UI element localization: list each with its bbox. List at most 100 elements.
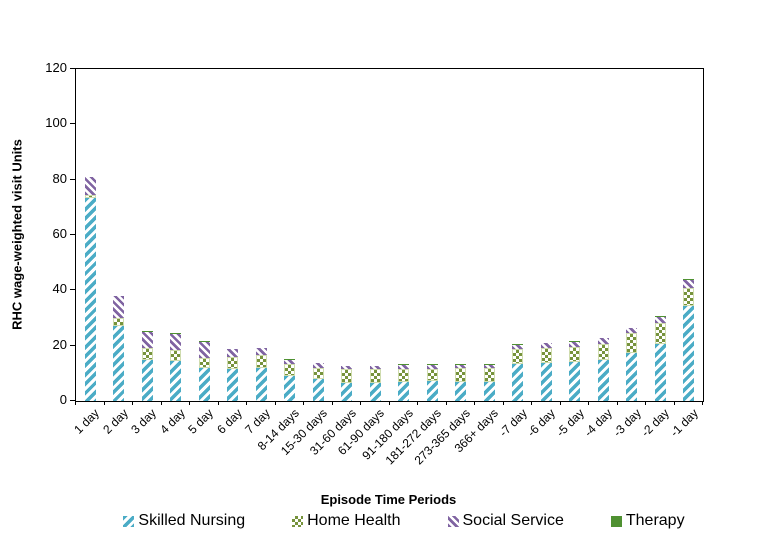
segment-therapy — [540, 342, 552, 344]
bar-181-272-days — [426, 364, 438, 401]
segment-social-service — [569, 341, 581, 348]
x-tick-mark — [474, 401, 475, 405]
segment-social-service — [426, 364, 438, 369]
segment-home-health — [455, 368, 467, 382]
segment-skilled-nursing — [113, 326, 125, 401]
y-axis-title: RHC wage-weighted visit Units — [9, 139, 25, 330]
segment-skilled-nursing — [683, 305, 695, 401]
legend-label: Social Service — [462, 512, 564, 529]
segment-therapy — [227, 348, 239, 350]
segment-therapy — [455, 364, 467, 365]
segment-social-service — [170, 333, 182, 351]
segment-therapy — [113, 295, 125, 297]
bar-7-day — [255, 347, 267, 401]
segment-home-health — [569, 347, 581, 363]
bar-1-day — [84, 176, 96, 401]
legend-item-home-health: Home Health — [292, 512, 401, 530]
segment-home-health — [84, 195, 96, 198]
segment-home-health — [198, 357, 210, 368]
segment-skilled-nursing — [84, 197, 96, 401]
legend-item-social-service: Social Service — [447, 512, 564, 530]
segment-home-health — [113, 318, 125, 327]
bar--5-day — [569, 341, 581, 401]
x-tick-mark — [559, 401, 561, 405]
segment-social-service — [312, 363, 324, 368]
segment-home-health — [426, 368, 438, 382]
segment-therapy — [255, 347, 267, 349]
x-tick-mark — [75, 401, 76, 405]
segment-therapy — [284, 359, 296, 360]
segment-therapy — [170, 333, 182, 334]
legend-label: Skilled Nursing — [138, 512, 246, 529]
bar-31-60-days — [341, 365, 353, 401]
segment-therapy — [654, 316, 666, 317]
segment-home-health — [369, 369, 381, 383]
segment-social-service — [141, 331, 153, 348]
x-tick-mark — [445, 401, 447, 405]
segment-therapy — [369, 365, 381, 367]
segment-skilled-nursing — [540, 362, 552, 401]
segment-home-health — [540, 347, 552, 363]
segment-home-health — [227, 356, 239, 370]
segment-skilled-nursing — [312, 379, 324, 401]
legend-label: Home Health — [307, 512, 401, 529]
x-tick-mark — [132, 401, 133, 405]
segment-therapy — [569, 341, 581, 342]
segment-social-service — [455, 364, 467, 369]
y-tick-label-120: 120 — [45, 60, 67, 75]
segment-home-health — [483, 367, 495, 382]
legend-swatch-icon — [610, 515, 622, 527]
segment-skilled-nursing — [255, 367, 267, 401]
x-tick-mark — [616, 401, 618, 405]
segment-therapy — [426, 364, 438, 365]
y-tick-label-40: 40 — [52, 281, 67, 297]
segment-skilled-nursing — [141, 359, 153, 401]
x-tick-mark — [303, 401, 304, 405]
plot-area — [75, 68, 704, 402]
segment-skilled-nursing — [284, 376, 296, 401]
bar-15-30-days — [312, 362, 324, 401]
bar-6-day — [227, 348, 239, 401]
segment-social-service — [198, 341, 210, 358]
segment-home-health — [654, 322, 666, 345]
segment-home-health — [141, 347, 153, 360]
x-tick-mark — [531, 401, 532, 405]
segment-therapy — [398, 364, 410, 365]
segment-social-service — [341, 366, 353, 370]
segment-skilled-nursing — [369, 382, 381, 401]
segment-home-health — [512, 349, 524, 365]
segment-skilled-nursing — [569, 362, 581, 401]
segment-skilled-nursing — [341, 382, 353, 401]
y-tick-label-60: 60 — [52, 226, 67, 241]
segment-social-service — [227, 349, 239, 357]
segment-social-service — [369, 366, 381, 370]
x-tick-mark — [702, 401, 703, 405]
x-tick-mark — [673, 401, 675, 405]
segment-social-service — [683, 279, 695, 288]
segment-skilled-nursing — [483, 381, 495, 401]
y-tick-mark — [70, 289, 75, 291]
segment-social-service — [626, 328, 638, 334]
segment-home-health — [284, 364, 296, 377]
segment-social-service — [113, 296, 125, 319]
bar-2-day — [113, 295, 125, 401]
y-tick-mark — [70, 123, 75, 125]
segment-skilled-nursing — [597, 359, 609, 401]
x-tick-mark — [331, 401, 333, 405]
x-tick-mark — [217, 401, 219, 405]
legend-swatch-icon — [447, 515, 459, 527]
segment-home-health — [626, 333, 638, 353]
x-tick-mark — [274, 401, 276, 405]
x-tick-mark — [103, 401, 105, 405]
legend-label: Therapy — [625, 512, 685, 529]
bar--6-day — [540, 342, 552, 401]
segment-social-service — [654, 316, 666, 323]
segment-social-service — [284, 359, 296, 365]
x-tick-mark — [417, 401, 418, 405]
segment-skilled-nursing — [654, 344, 666, 401]
segment-therapy — [483, 364, 495, 365]
bar--3-day — [626, 327, 638, 401]
segment-social-service — [540, 343, 552, 348]
y-tick-mark — [70, 68, 75, 69]
segment-social-service — [512, 344, 524, 350]
